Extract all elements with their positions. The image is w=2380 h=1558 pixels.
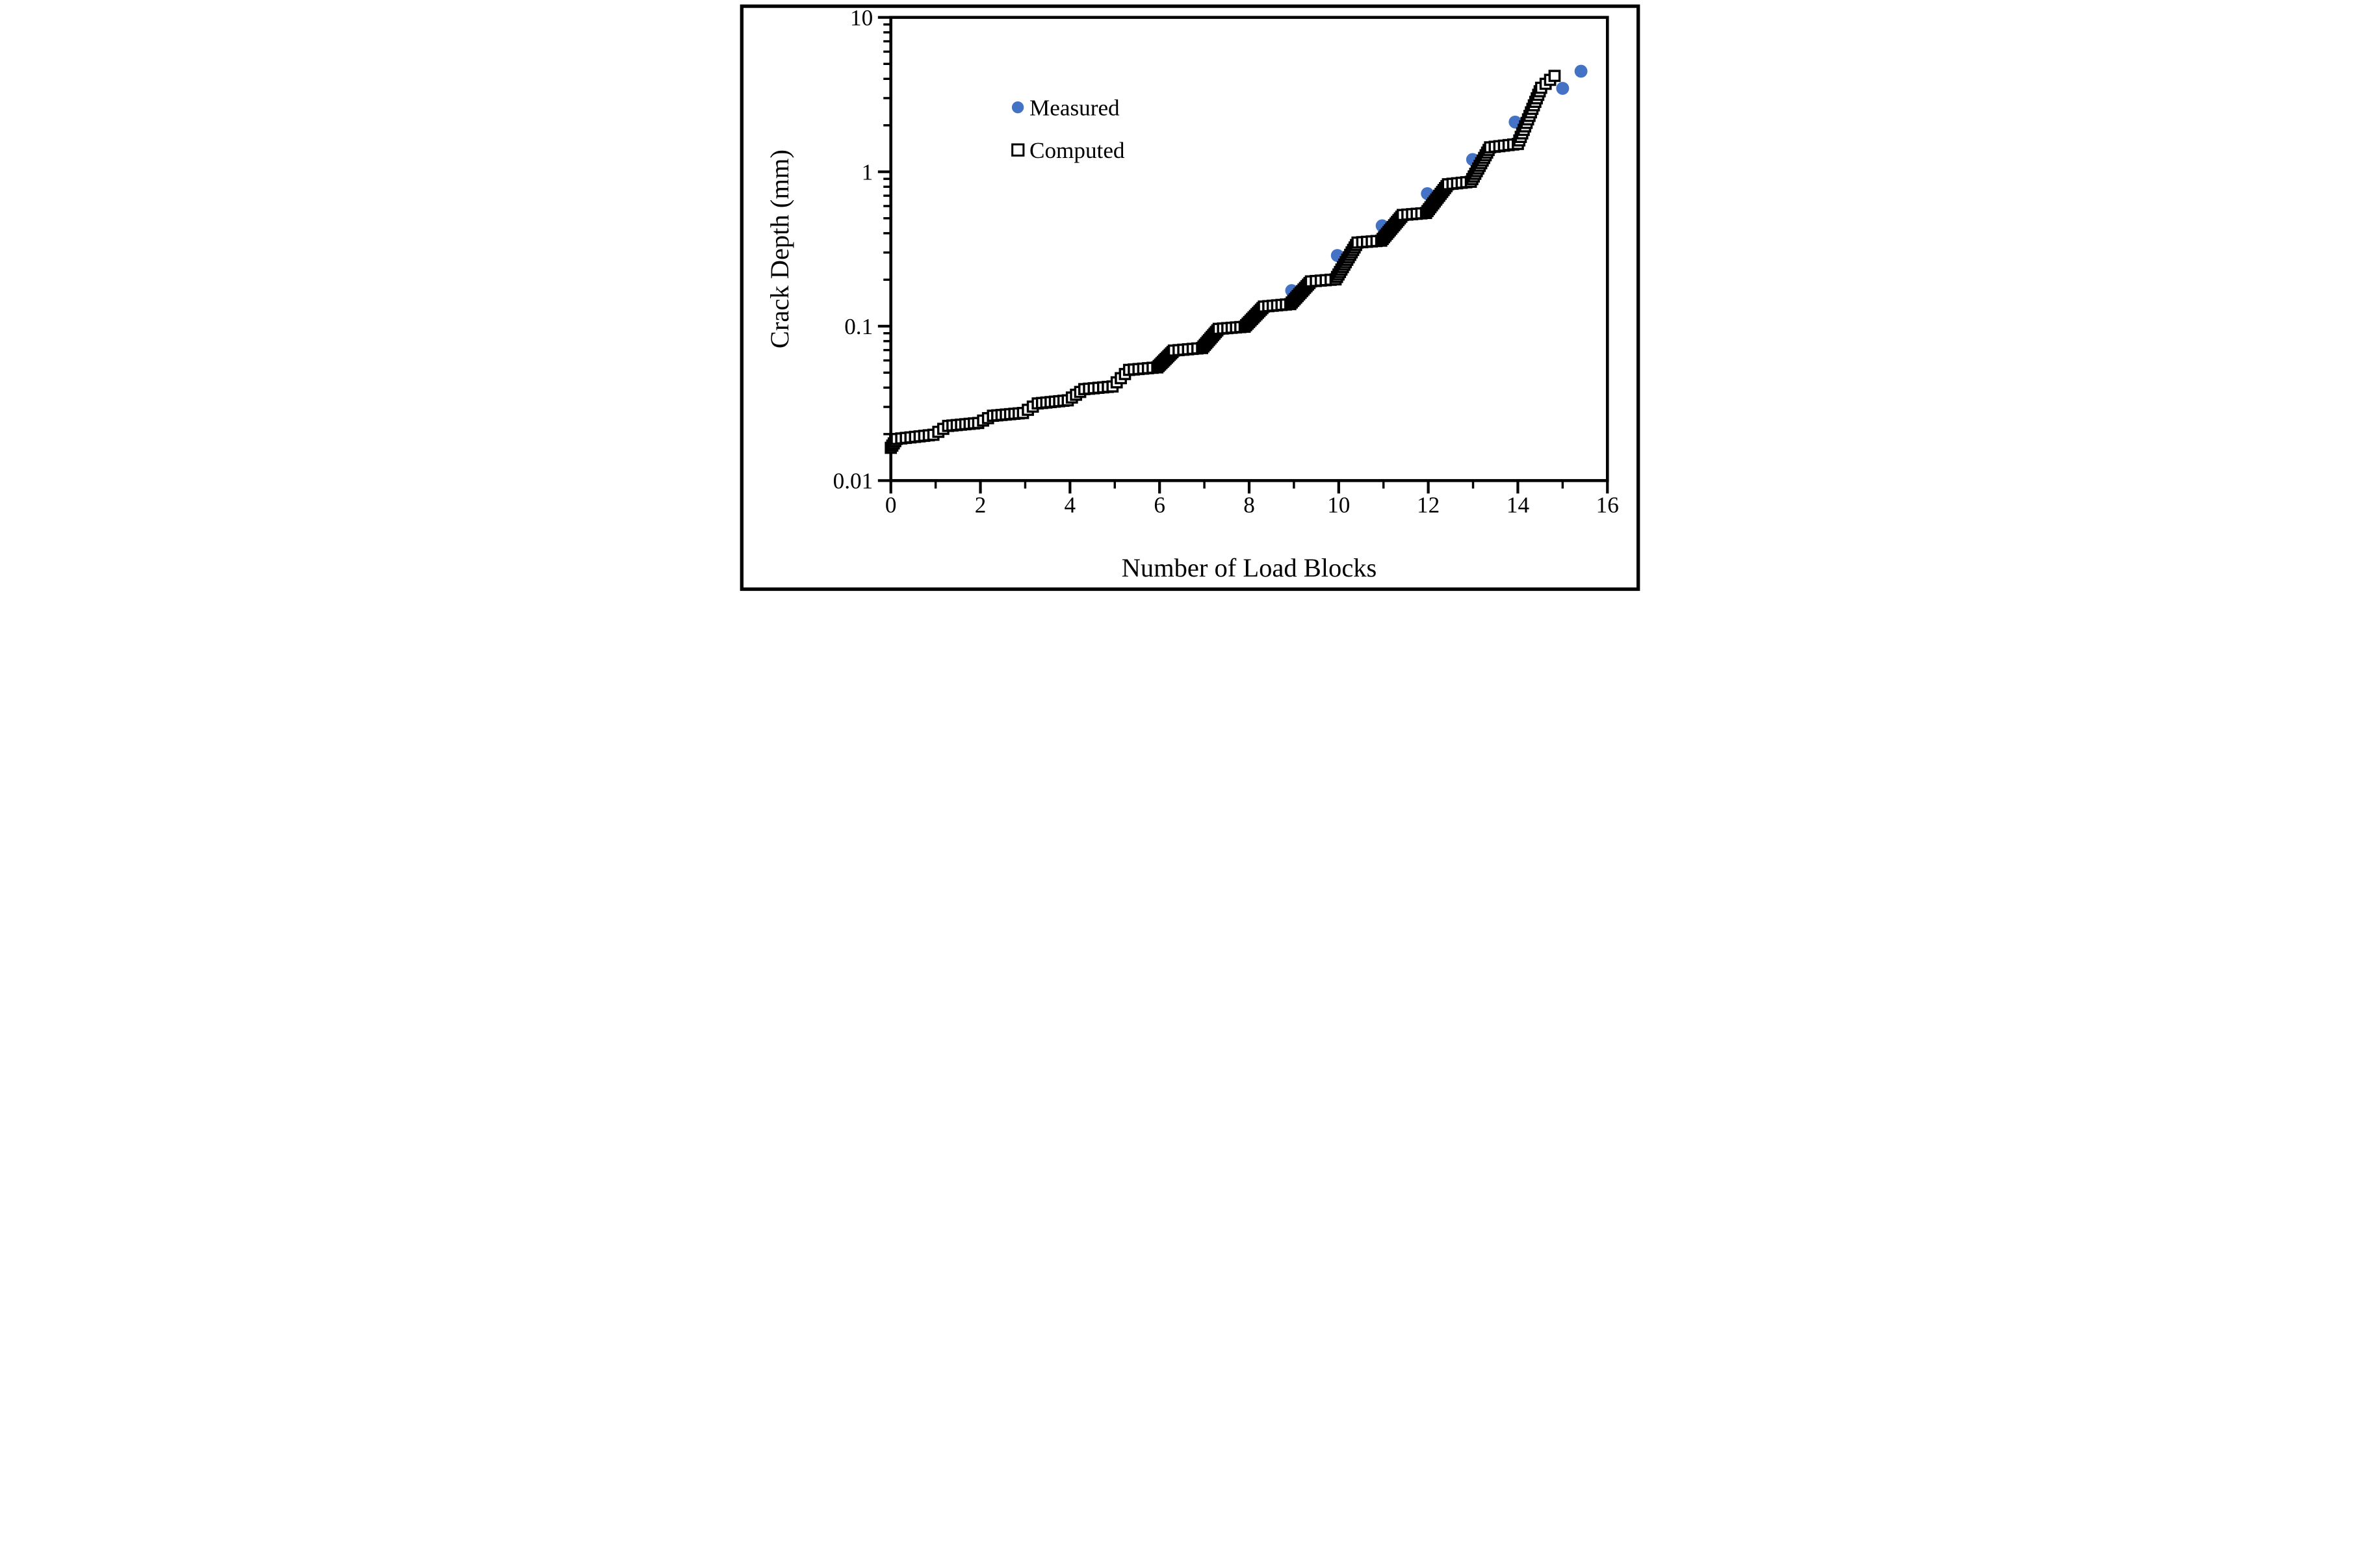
y-axis-title: Crack Depth (mm) — [765, 149, 794, 348]
x-tick-label: 10 — [1327, 492, 1350, 517]
x-tick-label: 8 — [1243, 492, 1255, 517]
outer-border — [740, 4, 1640, 591]
legend-item-computed: Computed — [1011, 138, 1125, 163]
x-tick-label: 12 — [1417, 492, 1440, 517]
legend-item-measured: Measured — [1011, 95, 1120, 120]
crack-depth-chart: 0 2 4 6 8 10 12 14 16 10 1 0.1 0.01 Number of Load B… — [735, 0, 1645, 596]
computed-square-icon — [1011, 143, 1025, 157]
x-tick-label: 6 — [1154, 492, 1165, 517]
y-tick-label: 10 — [850, 5, 873, 31]
y-tick-label: 0.01 — [833, 469, 873, 494]
computed-point — [1548, 70, 1561, 83]
x-tick-label: 16 — [1596, 492, 1619, 517]
y-tick-label: 0.1 — [844, 314, 873, 339]
legend-label-computed: Computed — [1029, 138, 1125, 163]
x-tick-label: 2 — [975, 492, 987, 517]
figure: 0 2 4 6 8 10 12 14 16 10 1 0.1 0.01 Number of Load B… — [735, 0, 1645, 596]
x-axis-title: Number of Load Blocks — [1122, 553, 1377, 582]
measured-point — [1556, 82, 1570, 95]
x-tick-label: 14 — [1507, 492, 1530, 517]
axis-ticks: 0 2 4 6 8 10 12 14 16 10 1 0.1 0.01 — [833, 5, 1619, 517]
measured-circle-icon — [1011, 101, 1024, 114]
legend: Measured Computed — [1011, 95, 1125, 163]
y-tick-label: 1 — [862, 160, 873, 185]
computed-series — [885, 70, 1561, 454]
legend-label-measured: Measured — [1029, 95, 1120, 120]
x-tick-label: 0 — [885, 492, 897, 517]
x-tick-label: 4 — [1065, 492, 1076, 517]
measured-point — [1574, 64, 1588, 78]
